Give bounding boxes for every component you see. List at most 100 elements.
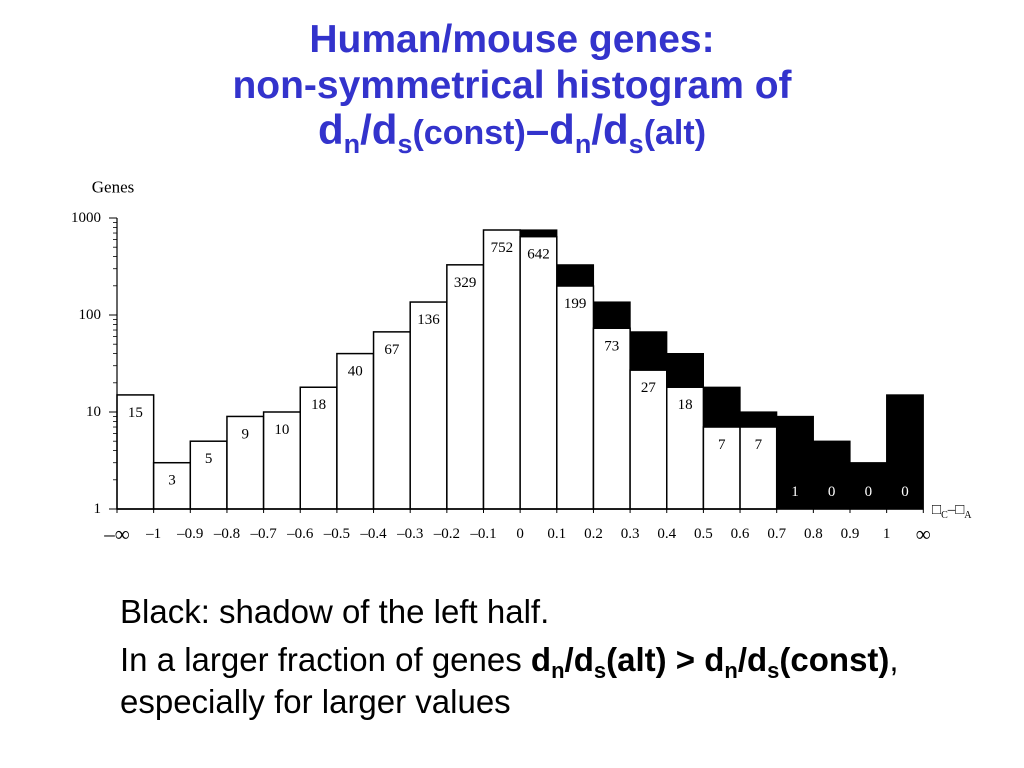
bar-value-label-20: 0 xyxy=(828,484,836,500)
x-tick-label-8: –0.4 xyxy=(359,526,387,542)
x-tick-label-7: –0.5 xyxy=(323,526,350,542)
bar-value-label-5: 10 xyxy=(274,422,289,438)
x-axis-label-subscript: C xyxy=(941,510,948,521)
formula-subscript: s xyxy=(397,129,413,159)
note-formula-subscript: s xyxy=(767,658,780,683)
x-tick-label-4: –0.8 xyxy=(213,526,240,542)
title-formula: dn/ds(const)–dn/ds(alt) xyxy=(0,106,1024,160)
x-tick-label-13: 0.1 xyxy=(547,526,566,542)
x-tick-label-15: 0.3 xyxy=(621,526,640,542)
note-formula-symbol: /d xyxy=(737,641,768,678)
note-formula-subscript: n xyxy=(724,658,738,683)
title-line-1: Human/mouse genes: xyxy=(309,18,715,61)
formula-argument: (alt) xyxy=(643,114,707,152)
formula-symbol: d xyxy=(317,106,344,153)
bar-value-label-7: 40 xyxy=(348,364,363,380)
formula-symbol: –d xyxy=(525,106,575,153)
bar-value-label-2: 3 xyxy=(168,473,176,489)
formula-subscript: n xyxy=(574,129,592,159)
note-formula-subscript: n xyxy=(551,658,565,683)
bar-value-label-14: 73 xyxy=(604,338,619,354)
count-bar-11 xyxy=(482,229,521,510)
bar-value-label-21: 0 xyxy=(865,484,873,500)
count-bar-10 xyxy=(446,264,485,510)
bar-value-label-18: 7 xyxy=(755,437,763,453)
title-line-2: non-symmetrical histogram of xyxy=(232,64,792,107)
note-shadow-explanation: Black: shadow of the left half. xyxy=(120,593,550,630)
count-bar-14 xyxy=(592,327,631,510)
y-tick-label-1: 1 xyxy=(94,501,102,517)
bar-value-label-6: 18 xyxy=(311,397,326,413)
x-axis-label-subscript: A xyxy=(964,510,972,521)
note-formula-argument: (const) xyxy=(779,641,890,678)
x-tick-label-12: 0 xyxy=(516,526,524,542)
count-bar-13 xyxy=(556,285,595,510)
x-tick-label-10: –0.2 xyxy=(433,526,460,542)
bar-value-label-9: 136 xyxy=(417,312,440,328)
formula-argument: (const) xyxy=(412,114,526,152)
formula-symbol: /d xyxy=(360,106,398,153)
formula-subscript: s xyxy=(628,129,644,159)
x-axis-label-symbol: –□ xyxy=(947,502,965,518)
x-tick-label-17: 0.5 xyxy=(694,526,713,542)
x-tick-label-5: –0.7 xyxy=(249,526,277,542)
count-bar-16 xyxy=(666,386,705,510)
y-tick-label-100: 100 xyxy=(79,307,102,323)
bar-value-label-12: 642 xyxy=(527,247,550,263)
note-formula-symbol: /d xyxy=(564,641,594,678)
bar-value-label-8: 67 xyxy=(384,342,400,358)
x-tick-label-2: –1 xyxy=(145,526,161,542)
count-bar-5 xyxy=(262,411,302,510)
x-tick-label-18: 0.6 xyxy=(731,526,750,542)
shadow-bar-22 xyxy=(886,394,924,510)
bar-value-label-1: 15 xyxy=(128,405,143,421)
note-lead-text: In a larger fraction of genes xyxy=(120,641,531,678)
x-tick-label-11: –0.1 xyxy=(469,526,496,542)
count-bar-8 xyxy=(372,331,411,510)
bar-value-label-15: 27 xyxy=(641,380,657,396)
x-tick-label-19: 0.7 xyxy=(767,526,786,542)
bar-value-label-4: 9 xyxy=(242,426,250,442)
y-axis-label: Genes xyxy=(92,178,134,197)
note-comparison: In a larger fraction of genes dn/ds(alt)… xyxy=(120,638,899,686)
count-bar-18 xyxy=(739,426,778,510)
note-formula-symbol: (alt) > d xyxy=(606,641,725,678)
note-formula-symbol: d xyxy=(530,641,552,678)
x-axis-label-symbol: □ xyxy=(932,502,941,518)
count-bar-2 xyxy=(152,461,192,510)
bar-value-label-17: 7 xyxy=(718,437,726,453)
x-tick-label-9: –0.3 xyxy=(396,526,423,542)
count-bar-1 xyxy=(116,394,155,510)
x-tick-label-6: –0.6 xyxy=(286,526,314,542)
formula-subscript: n xyxy=(343,129,361,159)
x-tick-label-20: 0.8 xyxy=(804,526,823,542)
x-tick-label-16: 0.4 xyxy=(657,526,676,542)
y-tick-label-10: 10 xyxy=(86,404,101,420)
note-conclusion: especially for larger values xyxy=(120,683,511,720)
count-bar-17 xyxy=(702,426,741,510)
bar-value-label-11: 752 xyxy=(491,240,514,256)
x-tick-label-21: 0.9 xyxy=(841,526,860,542)
x-tick-label-3: –0.9 xyxy=(176,526,203,542)
x-tick-label-14: 0.2 xyxy=(584,526,603,542)
x-tick-label-22: 1 xyxy=(883,526,891,542)
formula-symbol: /d xyxy=(591,106,629,153)
bar-value-label-10: 329 xyxy=(454,275,477,291)
count-bar-9 xyxy=(409,301,448,510)
bar-value-label-16: 18 xyxy=(678,397,693,413)
bar-value-label-19: 1 xyxy=(791,484,799,500)
shadow-bar-21 xyxy=(849,462,888,510)
x-tick-label-23: ∞ xyxy=(916,522,931,546)
bar-value-label-13: 199 xyxy=(564,296,587,312)
x-axis-label: □C–□A xyxy=(932,502,972,521)
count-bar-6 xyxy=(299,386,338,510)
count-bar-15 xyxy=(629,369,668,510)
note-formula-subscript: s xyxy=(593,658,607,683)
note-trailing-comma: , xyxy=(889,641,899,678)
bar-value-label-22: 0 xyxy=(901,484,909,500)
y-tick-label-1000: 1000 xyxy=(71,210,101,226)
